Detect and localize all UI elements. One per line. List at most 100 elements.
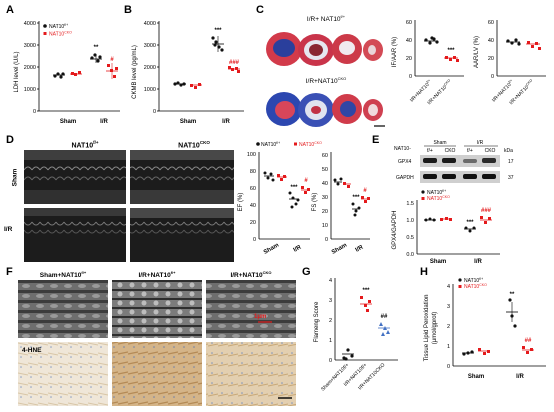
legend-cko-marker	[43, 32, 47, 35]
c-heart-images: I/R+ NAT10f/+ I/R+NAT10CKO	[264, 14, 388, 132]
c-title-top: I/R+ NAT10f/+	[306, 14, 346, 24]
chart-h: Tissue Lipid Peroxidation (μmol/gprot) 0…	[424, 277, 546, 380]
echo-ir-fl	[24, 208, 126, 262]
svg-text:0.5: 0.5	[406, 235, 414, 241]
svg-text:0: 0	[153, 109, 156, 115]
svg-text:Sham: Sham	[468, 374, 484, 380]
legend-cko-label: NAT10CKO	[49, 31, 72, 38]
svg-text:1: 1	[447, 344, 450, 350]
c-slices-top	[264, 26, 388, 72]
svg-text:###: ###	[481, 208, 492, 214]
c-sig-1: ***	[447, 48, 455, 54]
svg-text:Tissue Lipid Peroxidation: Tissue Lipid Peroxidation	[424, 295, 430, 362]
f-col-2: I/R+NAT10f/+	[138, 270, 176, 280]
d-echo-images: NAT10f/+ NAT10CKO Sham I/R	[4, 140, 236, 264]
svg-text:4000: 4000	[144, 21, 156, 27]
svg-text:##: ##	[525, 338, 532, 344]
e-legend: NAT10f/+ NAT10CKO	[421, 189, 450, 202]
d-ef-points	[263, 171, 310, 209]
chart-g: Flameng Score 0 1 2 3 4 *** ## Sham+NAT1…	[314, 278, 398, 392]
em-ir-cko	[206, 280, 296, 338]
f-col-3: I/R+NAT10CKO	[230, 270, 272, 280]
e-top-sham: Sham	[433, 140, 446, 146]
svg-text:I/R: I/R	[293, 244, 303, 253]
svg-text:20: 20	[250, 220, 256, 226]
a-ytick: 1000	[24, 87, 36, 93]
panel-e: NAT10- Sham I/R f/+ CKO f/+ CKO kDa GPX4…	[392, 140, 514, 265]
e-prefix: NAT10-	[394, 146, 411, 152]
chart-d: NAT10f/+ NAT10CKO EF (%) 0 20 40 60 80 1…	[238, 141, 370, 256]
panel-label-e: E	[372, 134, 380, 146]
c-plot2-points	[506, 38, 541, 50]
svg-text:60: 60	[406, 20, 412, 26]
a-yticks: 0 1000 2000 3000 4000	[24, 21, 36, 115]
svg-text:Sham: Sham	[180, 119, 196, 125]
svg-text:#: #	[304, 178, 308, 184]
svg-text:40: 40	[322, 181, 328, 187]
svg-text:(μmol/gprot): (μmol/gprot)	[432, 312, 438, 344]
chart-c: IF/AAR (%) 0 20 40 60 *** I/R+NAT10f/+ I…	[392, 20, 546, 106]
c-slices-bot	[266, 92, 385, 127]
a-sham-points	[53, 71, 82, 79]
svg-text:2: 2	[329, 318, 332, 324]
svg-text:1.0: 1.0	[406, 218, 414, 224]
svg-text:60: 60	[322, 153, 328, 159]
chart-b: CKMB level (pg/mL) 0 1000 2000 3000 4000…	[132, 21, 244, 125]
a-ytick: 4000	[24, 21, 36, 27]
svg-text:CKO: CKO	[445, 148, 456, 154]
svg-text:40: 40	[406, 38, 412, 44]
svg-text:17: 17	[508, 159, 514, 165]
svg-text:Sham: Sham	[263, 242, 280, 255]
svg-text:0: 0	[325, 237, 328, 243]
svg-text:I/R: I/R	[516, 374, 524, 380]
f-stain-label: 4-HNE	[22, 347, 42, 354]
svg-text:0: 0	[447, 364, 450, 370]
c-title-bot: I/R+NAT10CKO	[305, 76, 347, 86]
svg-text:0: 0	[409, 74, 412, 80]
svg-text:***: ***	[466, 220, 474, 226]
svg-text:60: 60	[250, 186, 256, 192]
c-plot1-points	[424, 36, 459, 62]
b-ir-points	[211, 36, 240, 73]
chart-a: LDH level (U/L) 0 1000 2000 3000 4000 NA…	[14, 21, 120, 125]
svg-text:GPX4/GAPDH: GPX4/GAPDH	[392, 210, 398, 249]
svg-text:0.0: 0.0	[406, 252, 414, 258]
svg-text:EF (%): EF (%)	[238, 193, 244, 212]
svg-text:Flameng Score: Flameng Score	[314, 301, 320, 342]
svg-text:4: 4	[447, 284, 450, 290]
svg-text:NAT10f/+: NAT10f/+	[464, 277, 483, 284]
em-ir-fl	[112, 280, 202, 338]
svg-text:60: 60	[488, 20, 494, 26]
b-yticks: 0 1000 2000 3000 4000	[144, 21, 156, 115]
panel-label-d: D	[6, 134, 14, 146]
h-points	[462, 298, 534, 356]
d-col-1: NAT10f/+	[71, 140, 99, 150]
panel-label-g: G	[302, 266, 311, 278]
f-scale-label: 1μm	[254, 314, 266, 320]
d-row-1: Sham	[11, 168, 19, 187]
svg-text:2: 2	[447, 324, 450, 330]
legend-fl-marker	[43, 24, 47, 28]
svg-text:1000: 1000	[144, 87, 156, 93]
svg-text:kDa: kDa	[504, 148, 513, 154]
svg-text:40: 40	[250, 203, 256, 209]
svg-text:3: 3	[329, 298, 332, 304]
d-legend: NAT10f/+ NAT10CKO	[256, 141, 322, 148]
svg-text:80: 80	[250, 169, 256, 175]
svg-text:37: 37	[508, 175, 514, 181]
svg-text:***: ***	[290, 185, 298, 191]
svg-text:20: 20	[322, 209, 328, 215]
svg-text:20: 20	[406, 56, 412, 62]
d-col-2: NAT10CKO	[178, 140, 210, 150]
svg-text:CKO: CKO	[485, 148, 496, 154]
a-legend: NAT10f/+ NAT10CKO	[43, 23, 72, 38]
svg-text:3000: 3000	[144, 43, 156, 49]
svg-text:20: 20	[488, 56, 494, 62]
svg-text:I/R: I/R	[222, 119, 230, 125]
e-top-ir: I/R	[477, 140, 484, 146]
svg-text:Sham: Sham	[331, 242, 348, 255]
legend-fl-label: NAT10f/+	[49, 23, 68, 30]
d-row-2: I/R	[4, 226, 13, 233]
svg-text:0: 0	[329, 358, 332, 364]
a-x-sham: Sham	[60, 119, 76, 125]
